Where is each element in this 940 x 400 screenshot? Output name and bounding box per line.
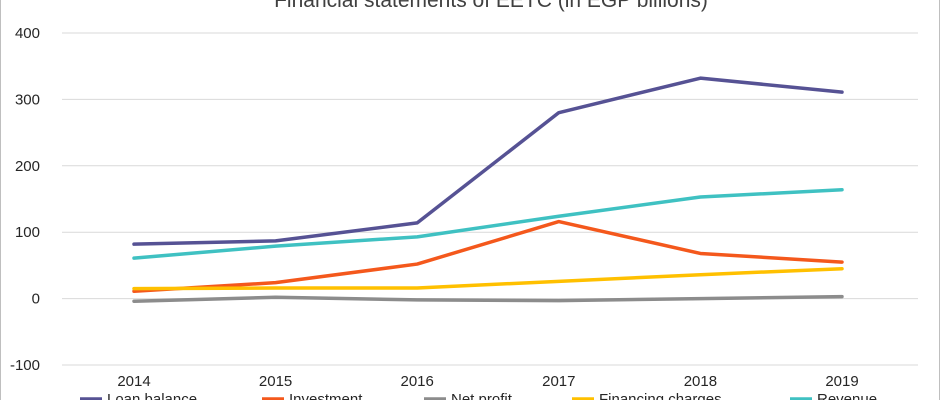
series-revenue: [132, 187, 844, 260]
series-line: [132, 266, 844, 291]
gridlines: [62, 32, 918, 366]
legend-label: Financing charges: [599, 391, 722, 400]
legend: Loan balance Investment Net profit Financin…: [80, 391, 877, 400]
x-tick-label: 2015: [259, 373, 292, 390]
series-line: [132, 294, 844, 304]
series-line: [132, 219, 844, 294]
series-financing-charges: [132, 266, 844, 291]
legend-label: Revenue: [817, 391, 877, 400]
chart-title: Financial statements of EETC (in EGP bil…: [274, 0, 708, 12]
y-tick-label: -100: [10, 357, 40, 374]
series-loan-balance: [132, 76, 844, 246]
legend-label: Net profit: [451, 391, 513, 400]
y-axis-ticks: -100 0 100 200 300 400: [10, 25, 40, 374]
series-line: [132, 76, 844, 246]
x-tick-label: 2019: [825, 373, 858, 390]
series-net-profit: [132, 294, 844, 304]
x-axis-ticks: 2014 2015 2016 2017 2018 2019: [117, 373, 858, 390]
legend-label: Loan balance: [107, 391, 197, 400]
legend-item: Investment: [262, 391, 363, 400]
legend-item: Financing charges: [572, 391, 722, 400]
y-tick-label: 300: [15, 91, 40, 108]
series-investment: [132, 219, 844, 294]
legend-item: Net profit: [424, 391, 513, 400]
legend-label: Investment: [289, 391, 363, 400]
x-tick-label: 2016: [401, 373, 434, 390]
y-tick-label: 100: [15, 224, 40, 241]
x-tick-label: 2017: [542, 373, 575, 390]
x-tick-label: 2018: [684, 373, 717, 390]
y-tick-label: 200: [15, 158, 40, 175]
x-tick-label: 2014: [117, 373, 150, 390]
series-line: [132, 187, 844, 260]
y-tick-label: 400: [15, 25, 40, 42]
series-lines: [132, 76, 844, 304]
legend-item: Loan balance: [80, 391, 197, 400]
legend-item: Revenue: [790, 391, 877, 400]
y-tick-label: 0: [32, 291, 40, 308]
